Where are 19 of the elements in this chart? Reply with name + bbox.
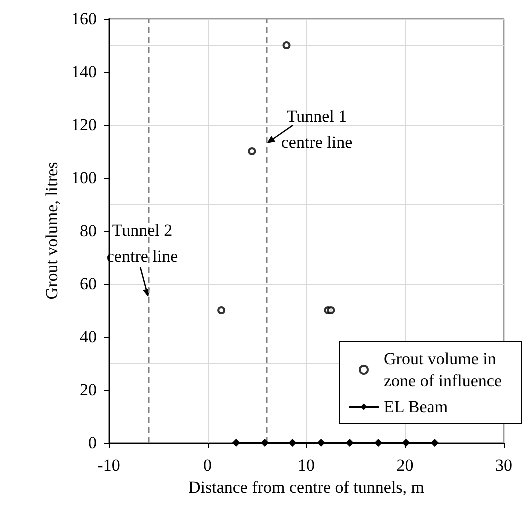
y-tick-label: 20 [80,380,97,400]
legend-label: Grout volume in zone of influence [384,350,502,390]
x-tick-label: -10 [98,456,120,475]
y-tick-label: 60 [80,274,97,294]
x-tick-label: 10 [298,456,315,475]
y-tick-label: 40 [80,328,97,346]
legend-label: EL Beam [384,398,448,416]
x-tick-label: 20 [396,456,414,475]
y-tick-label: 80 [80,222,97,240]
y-axis-title: Grout volume, litres [42,162,62,300]
annotation: Tunnel 1 centre line [281,107,353,152]
x-tick-label: 30 [496,456,512,475]
y-tick-label: 140 [72,62,97,82]
x-tick-label: 0 [204,456,212,475]
x-axis-title: Distance from centre of tunnels, m [188,478,425,497]
y-tick-label: 120 [72,116,97,134]
y-tick-label: 100 [72,168,97,188]
y-tick-label: 0 [88,434,97,452]
y-tick-label: 160 [72,10,97,28]
